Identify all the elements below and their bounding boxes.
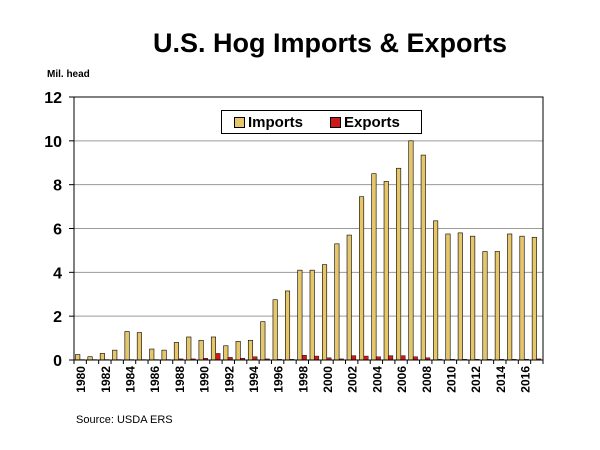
legend-item-imports: Imports bbox=[234, 114, 303, 131]
legend-item-exports: Exports bbox=[330, 114, 400, 131]
exports-bar-1998 bbox=[301, 354, 307, 361]
imports-bar-2007 bbox=[408, 140, 414, 361]
imports-bar-1992 bbox=[223, 345, 229, 361]
x-tick-label: 1984 bbox=[124, 366, 138, 393]
imports-bar-1997 bbox=[284, 290, 291, 361]
imports-bar-1993 bbox=[235, 341, 241, 361]
bars bbox=[75, 140, 542, 361]
x-tick-label: 2012 bbox=[469, 366, 483, 393]
imports-bar-1983 bbox=[112, 349, 118, 361]
imports-bar-1984 bbox=[124, 331, 130, 361]
exports-bar-2005 bbox=[388, 355, 394, 361]
x-tick-label: 2000 bbox=[321, 366, 335, 393]
imports-bar-1982 bbox=[99, 353, 105, 361]
y-tick-label: 6 bbox=[53, 222, 62, 239]
imports-swatch bbox=[234, 117, 245, 128]
x-tick-label: 1998 bbox=[296, 366, 310, 393]
x-tick-label: 2010 bbox=[444, 366, 458, 393]
y-tick-label: 10 bbox=[44, 134, 62, 151]
imports-bar-1991 bbox=[210, 336, 216, 361]
imports-bar-1980 bbox=[75, 354, 81, 361]
exports-bar-2002 bbox=[351, 355, 357, 361]
imports-bar-2004 bbox=[371, 173, 377, 361]
y-tick-labels: 0 2 4 6 8 10 12 bbox=[44, 90, 74, 370]
imports-bar-2013 bbox=[482, 251, 488, 361]
x-tick-label: 1996 bbox=[272, 366, 286, 393]
imports-bar-1999 bbox=[309, 269, 315, 361]
imports-bar-1987 bbox=[161, 349, 167, 361]
x-tick-labels: 1980 1982 1984 1986 1988 1990 1992 1994 1996 1998… bbox=[73, 360, 544, 393]
x-tick-label: 1986 bbox=[148, 366, 162, 393]
y-tick-label: 2 bbox=[53, 309, 62, 326]
imports-bar-2011 bbox=[457, 232, 463, 361]
x-tick-label: 1988 bbox=[173, 366, 187, 393]
x-tick-label: 2002 bbox=[346, 366, 360, 393]
x-tick-label: 2004 bbox=[370, 366, 384, 393]
imports-bar-2017 bbox=[531, 236, 537, 361]
imports-bar-2016 bbox=[519, 235, 525, 361]
legend: Imports Exports bbox=[221, 110, 422, 134]
imports-bar-1996 bbox=[272, 299, 278, 361]
imports-bar-2009 bbox=[433, 220, 439, 361]
imports-bar-1989 bbox=[186, 336, 192, 361]
x-tick-label: 1990 bbox=[198, 366, 212, 393]
chart-title: U.S. Hog Imports & Exports bbox=[152, 28, 508, 58]
imports-bar-1998 bbox=[297, 269, 303, 361]
legend-label-imports: Imports bbox=[248, 114, 304, 131]
imports-bar-2006 bbox=[396, 167, 402, 361]
imports-bar-2002 bbox=[346, 234, 352, 361]
imports-bar-2001 bbox=[334, 243, 340, 361]
exports-bar-2003 bbox=[363, 355, 369, 361]
y-tick-label: 12 bbox=[44, 90, 62, 107]
x-tick-label: 1992 bbox=[222, 366, 236, 393]
imports-bar-1986 bbox=[149, 348, 155, 361]
y-tick-label: 8 bbox=[53, 178, 62, 195]
x-tick-label: 2008 bbox=[420, 366, 434, 393]
y-tick-label: 4 bbox=[53, 265, 62, 282]
imports-bar-2000 bbox=[322, 264, 328, 361]
exports-swatch bbox=[330, 117, 341, 128]
y-tick-label: 0 bbox=[53, 353, 62, 370]
exports-bar-1999 bbox=[314, 355, 320, 361]
imports-bar-1985 bbox=[136, 332, 142, 361]
imports-bar-2008 bbox=[420, 154, 426, 361]
x-tick-label: 1982 bbox=[99, 366, 113, 393]
exports-bar-1991 bbox=[215, 353, 221, 361]
imports-bar-1995 bbox=[260, 321, 266, 361]
x-tick-label: 2016 bbox=[518, 366, 532, 393]
x-tick-label: 1994 bbox=[247, 366, 261, 393]
imports-bar-2012 bbox=[470, 235, 476, 361]
x-tick-label: 2014 bbox=[494, 366, 508, 393]
imports-bar-1994 bbox=[247, 339, 254, 361]
source-note: Source: USDA ERS bbox=[76, 414, 173, 426]
x-tick-label: 1980 bbox=[74, 366, 88, 393]
imports-bar-2015 bbox=[507, 233, 513, 361]
imports-bar-2003 bbox=[359, 196, 365, 361]
exports-bar-2006 bbox=[400, 355, 406, 361]
legend-label-exports: Exports bbox=[344, 114, 400, 131]
x-tick-label: 2006 bbox=[395, 366, 409, 393]
imports-bar-1990 bbox=[198, 339, 204, 361]
imports-bar-2014 bbox=[494, 251, 500, 361]
imports-bar-2010 bbox=[445, 233, 451, 361]
imports-bar-2005 bbox=[383, 181, 389, 361]
imports-bar-1988 bbox=[173, 342, 179, 361]
y-axis-unit-label: Mil. head bbox=[47, 69, 90, 80]
